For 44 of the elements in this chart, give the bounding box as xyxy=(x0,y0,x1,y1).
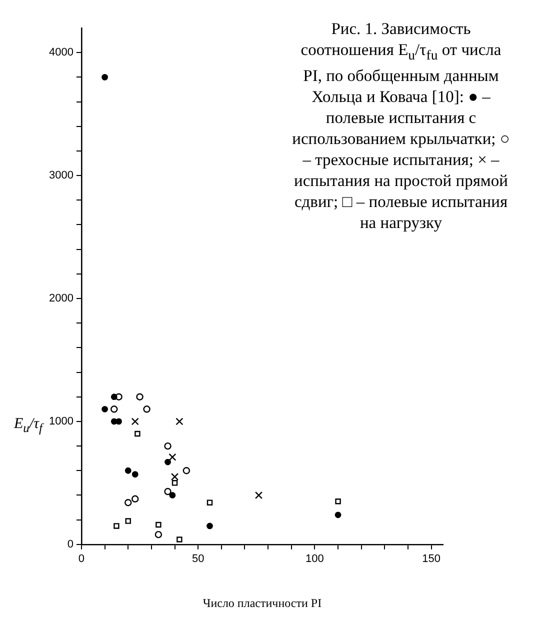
x-tick-label: 100 xyxy=(306,553,324,566)
point xyxy=(125,518,131,524)
point xyxy=(170,472,179,481)
point xyxy=(154,530,162,538)
point xyxy=(172,480,178,486)
point xyxy=(164,458,171,466)
point xyxy=(176,536,182,542)
point xyxy=(114,523,120,529)
y-tick-label: 0 xyxy=(67,538,74,550)
text: Рис. 1. Зависимость соотношения E$_{u}$/τ$_{fu}$ от числа PI, по обобщенным данным Хольца и Ковача [10]: ● – полевые испытания с использованием крыльчатки; ○ – трехосные испытания; × – испытания на простой прямой сдвиг; □ – полевые испытания на нагрузку xyxy=(292,19,510,232)
y-tick-label: 3000 xyxy=(48,170,74,182)
point xyxy=(164,442,172,450)
point xyxy=(110,394,118,400)
point xyxy=(206,500,213,506)
x-tick-label: 50 xyxy=(192,553,204,566)
x-axis-title: Число пластичности PI xyxy=(202,596,322,610)
y-axis-title: E$_{u}$/τ$_{f}$ xyxy=(14,416,42,436)
point xyxy=(156,522,162,528)
point xyxy=(136,393,144,400)
point xyxy=(164,488,172,496)
point xyxy=(254,491,263,499)
y-tick-label: 2000 xyxy=(48,292,74,305)
point xyxy=(182,467,190,474)
point xyxy=(116,418,122,425)
point xyxy=(131,418,139,426)
point xyxy=(168,453,176,461)
point xyxy=(102,406,108,412)
point xyxy=(335,498,341,504)
point xyxy=(132,471,138,478)
point xyxy=(124,467,132,474)
point xyxy=(110,406,118,413)
point xyxy=(169,492,176,498)
point xyxy=(206,522,213,530)
point xyxy=(176,418,184,426)
x-tick-label: 150 xyxy=(422,553,441,566)
point xyxy=(143,406,150,413)
point xyxy=(132,495,139,503)
y-tick-label: 4000 xyxy=(48,46,74,59)
point xyxy=(124,498,132,506)
y-tick-label: 1000 xyxy=(48,415,74,428)
point xyxy=(102,74,108,80)
point xyxy=(334,512,342,518)
point xyxy=(134,430,140,437)
x-tick-label: 0 xyxy=(78,553,85,566)
